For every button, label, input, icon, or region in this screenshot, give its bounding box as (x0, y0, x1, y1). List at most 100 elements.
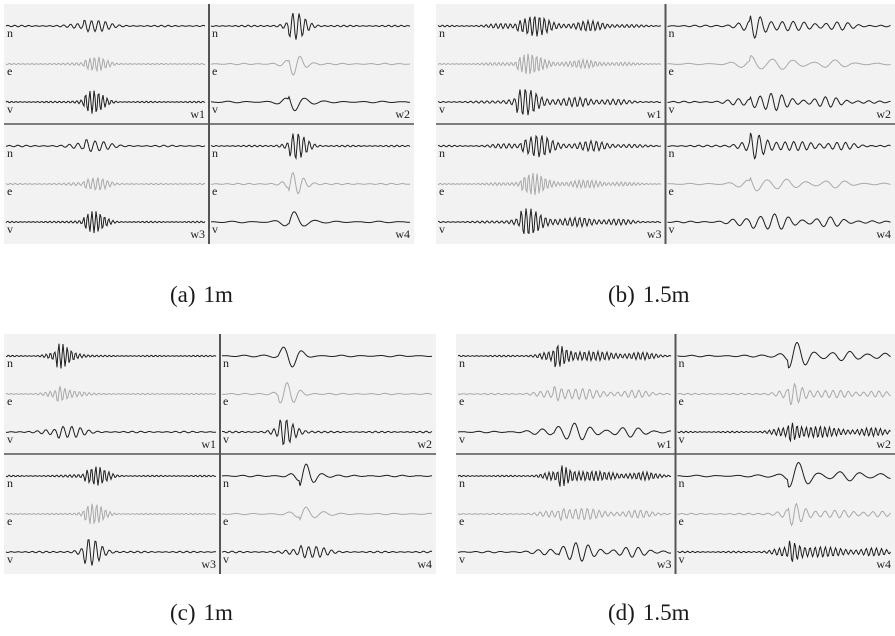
trace-v (677, 540, 891, 562)
panel-d: n e v w1 n e v w2 n e v w3 n e v w4 (456, 334, 895, 574)
channel-label-v: v (669, 222, 675, 236)
channel-label-v: v (212, 102, 218, 116)
well-label: w4 (876, 227, 891, 241)
channel-label-e: e (7, 394, 12, 408)
caption-c-letter: (c) (170, 600, 196, 625)
trace-n (677, 461, 891, 488)
channel-label-v: v (7, 552, 13, 566)
channel-label-v: v (7, 432, 13, 446)
trace-e (437, 173, 662, 195)
panel-b: n e v w1 n e v w2 n e v w3 n e v w4 (436, 4, 895, 244)
trace-e (457, 386, 671, 402)
trace-v (457, 541, 672, 562)
trace-v (5, 90, 206, 114)
trace-n (5, 343, 217, 369)
caption-c-text: 1m (203, 600, 233, 625)
channel-label-v: v (679, 432, 685, 446)
trace-n (221, 346, 433, 368)
trace-n (457, 465, 671, 487)
channel-label-v: v (669, 102, 675, 116)
trace-n (437, 16, 662, 37)
channel-label-v: v (7, 102, 13, 116)
well-label: w3 (657, 557, 672, 571)
channel-label-n: n (7, 476, 13, 490)
well-label: w3 (190, 227, 205, 241)
channel-label-n: n (212, 146, 218, 160)
trace-n (677, 342, 891, 369)
well-w1: n e v w1 (5, 343, 217, 451)
well-w4: n e v w4 (667, 132, 891, 241)
caption-c: (c) 1m (170, 600, 233, 626)
well-w1: n e v w1 (457, 344, 672, 451)
trace-v (437, 208, 662, 235)
trace-e (667, 176, 891, 192)
well-w2: n e v w2 (210, 12, 411, 121)
trace-e (677, 382, 891, 406)
trace-e (5, 503, 216, 525)
trace-v (437, 89, 662, 116)
channel-label-v: v (7, 222, 13, 236)
caption-a-text: 1m (203, 282, 233, 307)
trace-v (667, 93, 891, 112)
trace-v (6, 425, 217, 439)
trace-e (437, 53, 662, 75)
trace-n (210, 12, 411, 40)
trace-v (667, 213, 891, 230)
channel-label-v: v (459, 432, 465, 446)
trace-e (677, 502, 891, 527)
caption-a-letter: (a) (170, 282, 196, 307)
channel-label-n: n (439, 146, 445, 160)
channel-label-e: e (669, 184, 674, 198)
trace-e (221, 506, 433, 522)
caption-a: (a) 1m (170, 282, 233, 308)
well-w2: n e v w2 (667, 15, 891, 121)
channel-label-n: n (223, 476, 229, 490)
channel-label-v: v (439, 102, 445, 116)
trace-n (667, 15, 891, 39)
caption-b: (b) 1.5m (608, 282, 689, 308)
well-label: w2 (876, 437, 891, 451)
channel-label-v: v (223, 432, 229, 446)
caption-d: (d) 1.5m (608, 600, 689, 626)
channel-label-v: v (439, 222, 445, 236)
channel-label-e: e (212, 184, 217, 198)
channel-label-n: n (459, 356, 465, 370)
channel-label-e: e (459, 514, 464, 528)
trace-e (5, 386, 217, 402)
well-label: w2 (417, 437, 432, 451)
channel-label-n: n (223, 356, 229, 370)
trace-v (677, 422, 891, 443)
channel-label-e: e (212, 64, 217, 78)
trace-v (211, 211, 411, 227)
well-label: w1 (647, 107, 662, 121)
trace-n (5, 139, 206, 153)
channel-label-e: e (679, 514, 684, 528)
panel-c: n e v w1 n e v w2 n e v w3 n e v w4 (4, 334, 436, 574)
seismogram-c: n e v w1 n e v w2 n e v w3 n e v w4 (4, 334, 436, 574)
well-w3: n e v w3 (5, 466, 217, 571)
well-w2: n e v w2 (221, 346, 433, 451)
caption-d-letter: (d) (608, 600, 635, 625)
seismogram-a: n e v w1 n e v w2 n e v w3 n e v w4 (4, 4, 414, 244)
trace-v (5, 539, 217, 566)
channel-label-e: e (439, 64, 444, 78)
caption-b-letter: (b) (608, 282, 635, 307)
seismogram-b: n e v w1 n e v w2 n e v w3 n e v w4 (436, 4, 895, 244)
channel-label-v: v (679, 552, 685, 566)
channel-label-e: e (679, 394, 684, 408)
trace-v (221, 544, 433, 559)
well-label: w4 (395, 227, 410, 241)
trace-e (210, 171, 411, 195)
channel-label-e: e (223, 514, 228, 528)
well-label: w4 (876, 557, 891, 571)
well-label: w1 (657, 437, 672, 451)
seismogram-d: n e v w1 n e v w2 n e v w3 n e v w4 (456, 334, 895, 574)
channel-label-e: e (7, 514, 12, 528)
well-w3: n e v w3 (5, 139, 206, 241)
well-w1: n e v w1 (437, 16, 662, 121)
trace-v (457, 422, 672, 441)
well-label: w1 (201, 437, 216, 451)
panel-a: n e v w1 n e v w2 n e v w3 n e v w4 (4, 4, 414, 244)
well-w3: n e v w3 (457, 465, 672, 571)
channel-label-n: n (439, 26, 445, 40)
